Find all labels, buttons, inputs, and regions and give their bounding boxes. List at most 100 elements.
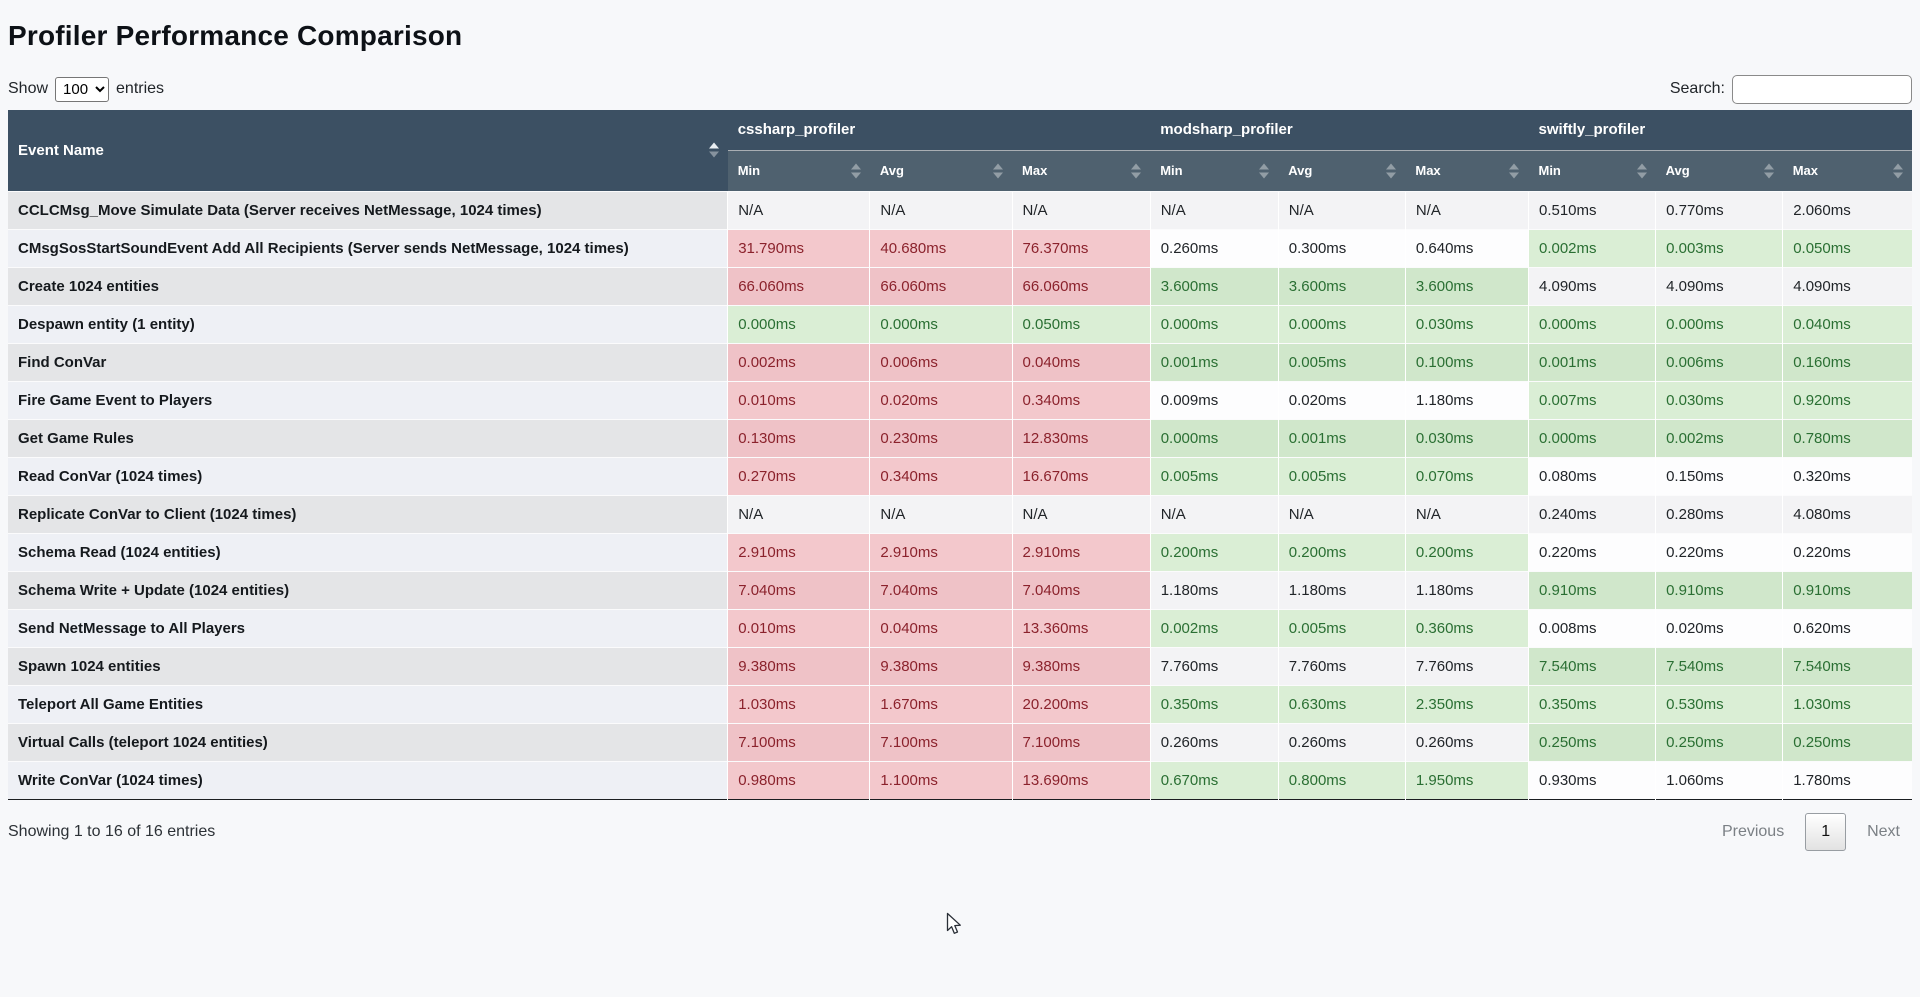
value-cell: 0.640ms xyxy=(1404,228,1529,267)
value-cell: 0.360ms xyxy=(1404,608,1529,647)
value-cell: 0.260ms xyxy=(1277,722,1406,761)
value-cell: 0.002ms xyxy=(1655,418,1783,457)
value-cell: 0.200ms xyxy=(1404,532,1529,571)
next-page-button[interactable]: Next xyxy=(1867,822,1900,840)
previous-page-button[interactable]: Previous xyxy=(1721,822,1785,840)
value-cell: 0.130ms xyxy=(727,418,870,457)
value-cell: 4.090ms xyxy=(1655,266,1783,305)
table-body: CCLCMsg_Move Simulate Data (Server recei… xyxy=(8,190,1912,799)
value-cell: N/A xyxy=(1277,190,1406,229)
value-cell: 7.040ms xyxy=(1011,570,1151,609)
value-cell: 0.010ms xyxy=(727,380,870,419)
value-cell: 0.001ms xyxy=(1149,342,1279,381)
column-header-modsharp-min[interactable]: Min xyxy=(1150,150,1279,191)
value-cell: N/A xyxy=(727,190,870,229)
value-cell: 0.030ms xyxy=(1404,304,1529,343)
value-cell: 0.630ms xyxy=(1277,684,1406,723)
value-cell: 0.006ms xyxy=(1655,342,1783,381)
value-cell: 1.180ms xyxy=(1404,380,1529,419)
table-row: Read ConVar (1024 times) 0.270ms 0.340ms 16… xyxy=(8,456,1912,495)
value-cell: 0.250ms xyxy=(1655,722,1783,761)
value-cell: 7.040ms xyxy=(727,570,870,609)
sort-icon xyxy=(993,163,1004,178)
column-header-swiftly-avg[interactable]: Avg xyxy=(1655,150,1783,191)
event-name-cell: Write ConVar (1024 times) xyxy=(8,760,728,799)
value-cell: 0.006ms xyxy=(869,342,1013,381)
column-header-swiftly-max[interactable]: Max xyxy=(1782,150,1912,191)
value-cell: 13.690ms xyxy=(1011,760,1151,799)
value-cell: 0.020ms xyxy=(1655,608,1783,647)
value-cell: 0.230ms xyxy=(869,418,1013,457)
value-cell: 1.030ms xyxy=(727,684,870,723)
value-cell: 0.002ms xyxy=(727,342,870,381)
value-cell: 1.100ms xyxy=(869,760,1013,799)
value-cell: 1.180ms xyxy=(1149,570,1279,609)
entries-select[interactable]: 100 xyxy=(55,76,110,102)
value-cell: 0.780ms xyxy=(1782,418,1912,457)
sort-icon xyxy=(1636,163,1647,178)
column-header-swiftly-min[interactable]: Min xyxy=(1528,150,1656,191)
page-container: Profiler Performance Comparison Show 100… xyxy=(8,20,1912,851)
column-header-modsharp-avg[interactable]: Avg xyxy=(1278,150,1406,191)
sort-icon xyxy=(1259,163,1270,178)
group-header-modsharp: modsharp_profiler xyxy=(1150,110,1529,151)
show-label: Show xyxy=(8,80,49,97)
column-header-cssharp-min[interactable]: Min xyxy=(727,150,870,191)
value-cell: 31.790ms xyxy=(727,228,870,267)
value-cell: 0.009ms xyxy=(1149,380,1279,419)
group-header-row: Event Name cssharp_profiler modsharp_pro… xyxy=(8,110,1912,191)
column-header-cssharp-max[interactable]: Max xyxy=(1012,150,1151,191)
value-cell: 0.080ms xyxy=(1527,456,1656,495)
event-name-header-label: Event Name xyxy=(18,141,104,159)
value-cell: 0.000ms xyxy=(1527,304,1656,343)
value-cell: 0.280ms xyxy=(1655,494,1783,533)
value-cell: 0.510ms xyxy=(1527,190,1656,229)
page-number-button[interactable]: 1 xyxy=(1805,812,1847,851)
column-header-modsharp-max[interactable]: Max xyxy=(1405,150,1529,191)
value-cell: 0.350ms xyxy=(1149,684,1279,723)
value-cell: 0.200ms xyxy=(1149,532,1279,571)
table-row: Send NetMessage to All Players 0.010ms 0.0… xyxy=(8,608,1912,647)
value-cell: 0.020ms xyxy=(869,380,1013,419)
value-cell: 0.040ms xyxy=(869,608,1013,647)
event-name-cell: Fire Game Event to Players xyxy=(8,380,728,419)
value-cell: 0.050ms xyxy=(1782,228,1912,267)
value-cell: 40.680ms xyxy=(869,228,1013,267)
value-cell: 0.000ms xyxy=(1527,418,1656,457)
event-name-cell: CMsgSosStartSoundEvent Add All Recipient… xyxy=(8,228,728,267)
value-cell: 0.250ms xyxy=(1782,722,1912,761)
value-cell: 9.380ms xyxy=(869,646,1013,685)
value-cell: 0.220ms xyxy=(1655,532,1783,571)
value-cell: 0.220ms xyxy=(1527,532,1656,571)
value-cell: 0.350ms xyxy=(1527,684,1656,723)
value-cell: 7.760ms xyxy=(1149,646,1279,685)
value-cell: 0.910ms xyxy=(1655,570,1783,609)
value-cell: 0.340ms xyxy=(869,456,1013,495)
table-row: Write ConVar (1024 times) 0.980ms 1.100ms 1… xyxy=(8,760,1912,799)
value-cell: 0.005ms xyxy=(1277,342,1406,381)
table-row: CCLCMsg_Move Simulate Data (Server recei… xyxy=(8,190,1912,229)
value-cell: 7.100ms xyxy=(727,722,870,761)
event-name-cell: Replicate ConVar to Client (1024 times) xyxy=(8,494,728,533)
sort-icon xyxy=(1509,163,1520,178)
column-header-cssharp-avg[interactable]: Avg xyxy=(869,150,1013,191)
value-cell: 0.000ms xyxy=(727,304,870,343)
value-cell: 0.007ms xyxy=(1527,380,1656,419)
value-cell: 0.770ms xyxy=(1655,190,1783,229)
value-cell: 0.260ms xyxy=(1149,228,1279,267)
value-cell: 7.540ms xyxy=(1782,646,1912,685)
value-cell: 1.670ms xyxy=(869,684,1013,723)
value-cell: 76.370ms xyxy=(1011,228,1151,267)
value-cell: 0.010ms xyxy=(727,608,870,647)
value-cell: 3.600ms xyxy=(1404,266,1529,305)
value-cell: 1.780ms xyxy=(1782,760,1912,799)
value-cell: N/A xyxy=(1404,494,1529,533)
value-cell: N/A xyxy=(727,494,870,533)
table-info: Showing 1 to 16 of 16 entries xyxy=(8,822,216,840)
search-input[interactable] xyxy=(1732,74,1912,104)
value-cell: 0.020ms xyxy=(1277,380,1406,419)
column-header-event-name[interactable]: Event Name xyxy=(8,110,728,191)
event-name-cell: Read ConVar (1024 times) xyxy=(8,456,728,495)
sort-icon xyxy=(1763,163,1774,178)
value-cell: 7.040ms xyxy=(869,570,1013,609)
